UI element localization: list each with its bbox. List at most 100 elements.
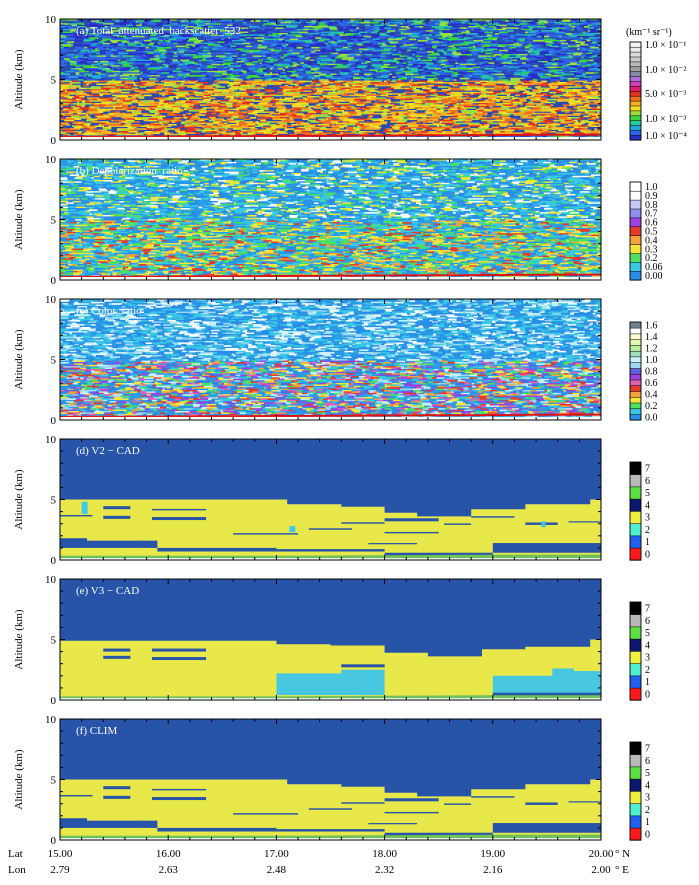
cloud-strip-f [525, 802, 558, 805]
colorbar-tick-label: 0.2 [645, 253, 658, 264]
colorbar-swatch [629, 626, 642, 640]
colorbar-swatch [629, 350, 642, 358]
cloud-strip-d [308, 528, 353, 530]
colorbar-swatch [629, 339, 642, 346]
colorbar-swatch [629, 46, 642, 53]
low-block-d [276, 549, 385, 552]
colorbar-swatch [629, 244, 642, 254]
cloud-strip-f [233, 813, 299, 815]
colorbar-swatch [629, 100, 642, 107]
y-tick-label: 0 [51, 835, 57, 847]
colorbar-tick-label: 7 [645, 464, 650, 475]
cloud-strip-d [368, 543, 418, 545]
cloud-strip-f [308, 808, 353, 810]
colorbar-tick-label: 6 [645, 756, 650, 767]
x-tick-label: 2.63 [159, 864, 179, 876]
y-tick-label: 10 [45, 714, 57, 726]
x-tick-label: 2.16 [483, 864, 503, 876]
colorbar-tick-label: 1 [645, 537, 650, 548]
colorbar-swatch [629, 181, 642, 192]
low-block-d [492, 543, 601, 553]
colorbar-swatch [629, 498, 642, 512]
cloud-strip-f [151, 797, 207, 801]
colorbar-tick-label: 4 [645, 640, 650, 651]
colorbar-swatch [629, 815, 642, 829]
colorbar-swatch [629, 535, 642, 549]
panel-b: 0 5 10 Altitude (km) (b) Depolarization_rati… [13, 154, 663, 287]
colorbar-tick-label: 0.7 [645, 209, 658, 220]
low-block-d [87, 540, 142, 548]
y-tick-label: 5 [51, 75, 57, 87]
colorbar-tick-label: 5 [645, 768, 650, 779]
ground-f [60, 838, 601, 840]
panel-a: 0 5 10 Altitude (km) (a) Total_attenuated_ba… [13, 14, 687, 147]
aerosol-layer-e [60, 639, 601, 700]
colorbar-tick-label: 0.4 [645, 235, 658, 246]
colorbar-tick-label: 1.0 [645, 182, 658, 193]
colorbar-tick-label: 1.2 [645, 343, 658, 354]
colorbar-title-a: (km⁻¹ sr⁻¹) [626, 27, 672, 38]
colorbar-tick-label: 1.0 × 10⁻³ [645, 114, 686, 125]
y-tick-label: 5 [51, 495, 57, 507]
cloud-strip-d [444, 523, 472, 525]
colorbar-swatch [629, 650, 642, 664]
colorbar-swatch [629, 226, 642, 236]
colorbar-tick-label: 0 [645, 829, 650, 840]
cloud-strip-d [384, 518, 439, 522]
colorbar-tick-label: 1 [645, 677, 650, 688]
colorbar-tick-label: 4 [645, 500, 650, 511]
cloud-strip-d [568, 521, 601, 523]
low-block-f [141, 820, 158, 828]
ground-e [60, 698, 601, 700]
x-tick-label: 20.00 [589, 848, 614, 860]
colorbar-tick-label: 6 [645, 616, 650, 627]
x-row-name: Lon [8, 864, 26, 876]
colorbar-tick-label: 5.0 × 10⁻³ [645, 89, 686, 100]
colorbar-b: 0.000.060.20.30.40.50.60.70.80.91.0 [629, 181, 663, 282]
colorbar-swatch [629, 638, 642, 652]
x-tick-label: 2.32 [375, 864, 394, 876]
colorbar-swatch [629, 120, 642, 126]
colorbar-swatch [629, 474, 642, 488]
cloud-strip-d [103, 515, 131, 519]
low-block-d [60, 538, 88, 548]
colorbar-tick-label: 0.8 [645, 200, 658, 211]
cloud-strip-f [384, 811, 439, 814]
y-tick-label: 0 [51, 135, 57, 147]
colorbar-swatch [629, 327, 642, 335]
low-block-f [384, 832, 493, 837]
plot-area-b [60, 159, 601, 280]
x-tick-label: 18.00 [372, 848, 397, 860]
x-unit: ° N [615, 848, 630, 860]
colorbar-tick-label: 0.9 [645, 191, 658, 202]
cloud-strip-f [60, 794, 93, 797]
y-tick-label: 5 [51, 635, 57, 647]
colorbar-tick-label: 1.6 [645, 320, 658, 331]
plot-area-f [60, 719, 601, 840]
colorbar-tick-label: 1.0 × 10⁻² [645, 65, 686, 76]
plot-area-d [60, 439, 601, 560]
colorbar-swatch [629, 373, 642, 381]
colorbar-swatch [629, 390, 642, 398]
y-tick-label: 10 [45, 574, 57, 586]
y-tick-label: 0 [51, 695, 57, 707]
y-axis-label: Altitude (km) [13, 749, 25, 810]
colorbar-tick-label: 3 [645, 653, 650, 664]
low-block-f [60, 818, 88, 828]
small-cell-d [289, 526, 296, 533]
y-axis-label: Altitude (km) [13, 49, 25, 110]
colorbar-tick-label: 1.0 [645, 355, 658, 366]
panel-label-e: (e) V3 − CAD [76, 585, 139, 597]
colorbar-tick-label: 0.00 [645, 271, 663, 282]
cyan-region-e [276, 669, 385, 696]
y-tick-label: 5 [51, 355, 57, 367]
colorbar-swatch [629, 803, 642, 817]
colorbar-swatch [629, 367, 642, 375]
colorbar-tick-label: 4 [645, 780, 650, 791]
colorbar-swatch [629, 402, 642, 410]
colorbar-swatch [629, 115, 642, 121]
colorbar-swatch [629, 217, 642, 228]
cloud-strip-d [60, 514, 93, 517]
